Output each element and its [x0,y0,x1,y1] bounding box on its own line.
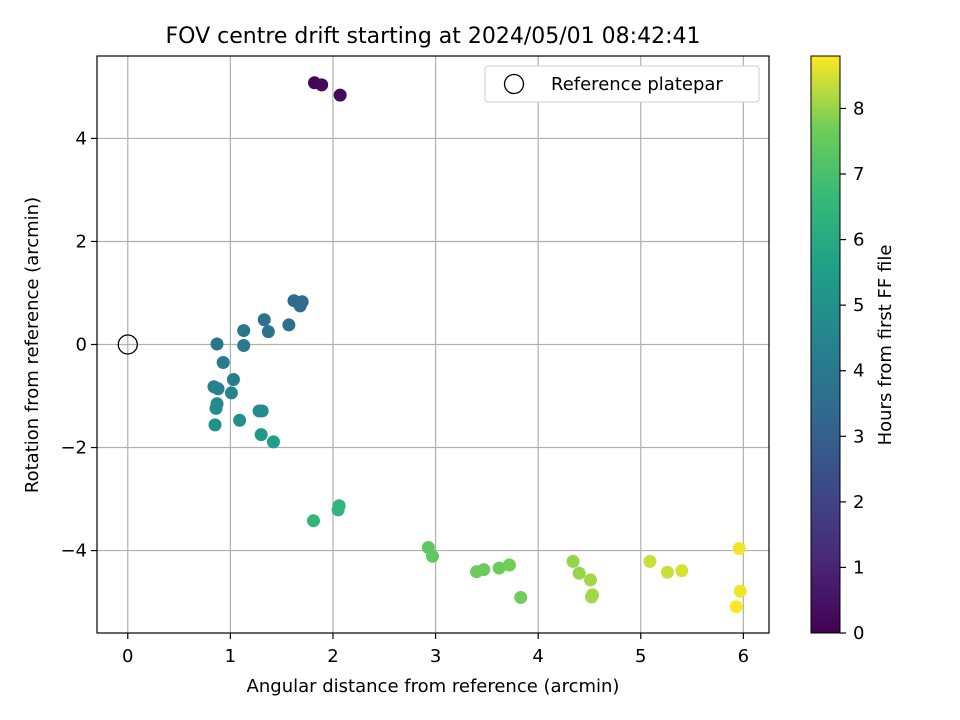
colorbar-tick-label: 5 [853,295,864,316]
x-tick-label: 5 [635,646,646,667]
data-point [255,404,269,418]
y-axis-ticks: −4 −2 0 2 4 [60,128,97,562]
data-point [216,356,230,370]
plot-frame [96,55,770,634]
x-tick-label: 4 [532,646,543,667]
y-tick-label: −2 [60,438,87,459]
data-point [257,313,271,327]
data-point [660,565,674,579]
data-point [211,382,225,396]
y-tick-label: 2 [76,231,87,252]
colorbar-label: Hours from first FF file [875,245,896,446]
data-point [733,584,747,598]
y-tick-label: 4 [76,128,87,149]
reference-marker [117,334,138,355]
data-point [293,299,307,313]
y-axis-label: Rotation from reference (arcmin) [22,197,43,493]
x-tick-label: 2 [327,646,338,667]
data-point [306,514,320,528]
colorbar-tick-label: 3 [853,426,864,447]
chart-title: FOV centre drift starting at 2024/05/01 … [166,24,701,49]
data-point [514,590,528,604]
data-point [425,549,439,563]
colorbar-gradient [810,55,841,634]
colorbar-tick-label: 8 [853,98,864,119]
data-point [643,554,657,568]
data-point [502,558,516,572]
data-point [583,573,597,587]
y-tick-label: 0 [76,335,87,356]
data-point [675,564,689,578]
x-tick-label: 3 [430,646,441,667]
data-point [333,88,347,102]
y-tick-label: −4 [60,541,87,562]
data-point [566,554,580,568]
data-point [210,337,224,351]
x-axis-label: Angular distance from reference (arcmin) [247,676,620,697]
colorbar-tick-label: 1 [853,557,864,578]
reference-point [117,334,138,355]
colorbar-tick-label: 0 [853,623,864,644]
grid-lines [97,56,769,633]
data-point [224,386,238,400]
data-point [233,413,247,427]
legend: Reference platepar [484,65,760,103]
data-point [572,566,586,580]
legend-marker-reference [503,73,525,95]
data-point [331,503,345,517]
scatter-points [207,76,747,614]
data-point [237,339,251,353]
data-point [237,324,251,338]
data-point [585,590,599,604]
data-point [732,542,746,556]
colorbar-tick-label: 6 [853,230,864,251]
legend-box [484,65,760,103]
x-tick-label: 1 [225,646,236,667]
colorbar: 0 1 2 3 4 5 6 7 8 Hours from first FF file [810,55,896,644]
colorbar-ticks: 0 1 2 3 4 5 6 7 8 [840,98,864,644]
x-axis-ticks: 0 1 2 3 4 5 6 [122,633,749,667]
data-point [477,563,491,577]
x-tick-label: 6 [738,646,749,667]
data-point [282,318,296,332]
colorbar-tick-label: 4 [853,361,864,382]
data-point [266,435,280,449]
legend-entry-label: Reference platepar [551,74,723,95]
data-point [729,600,743,614]
colorbar-tick-label: 7 [853,164,864,185]
data-point [492,561,506,575]
data-point [209,401,223,415]
x-tick-label: 0 [122,646,133,667]
data-point [261,325,275,339]
colorbar-tick-label: 2 [853,492,864,513]
data-point [208,418,222,432]
data-point [226,373,240,387]
data-point [254,428,268,442]
data-point [315,78,329,92]
